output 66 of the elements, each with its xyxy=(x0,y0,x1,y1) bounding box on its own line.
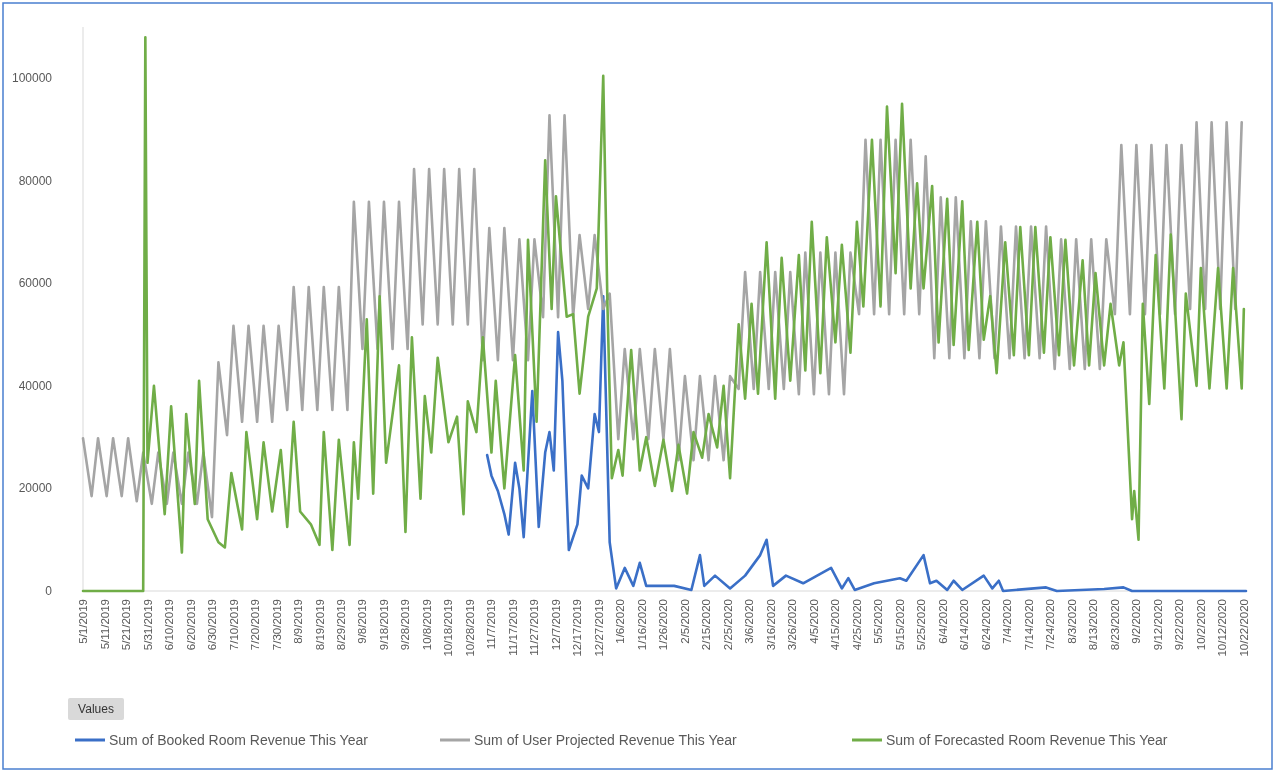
y-tick-label: 20000 xyxy=(18,481,53,496)
x-tick-label: 8/19/2019 xyxy=(313,599,326,651)
x-tick-label: 9/2/2020 xyxy=(1130,599,1143,644)
x-tick-label: 11/7/2019 xyxy=(485,599,498,650)
x-tick-label: 5/1/2019 xyxy=(77,599,90,644)
x-tick-label: 8/23/2020 xyxy=(1108,599,1121,651)
legend-label: Sum of Forecasted Room Revenue This Year xyxy=(886,731,1168,748)
x-tick-label: 9/18/2019 xyxy=(377,599,390,651)
x-tick-label: 12/17/2019 xyxy=(571,599,584,657)
x-tick-label: 8/13/2020 xyxy=(1087,599,1100,651)
x-tick-label: 12/27/2019 xyxy=(592,599,605,657)
x-tick-label: 5/21/2019 xyxy=(120,599,133,651)
x-tick-label: 8/29/2019 xyxy=(334,599,347,651)
x-tick-label: 2/5/2020 xyxy=(678,599,691,644)
x-tick-label: 7/24/2020 xyxy=(1044,599,1057,651)
x-tick-label: 6/30/2019 xyxy=(206,599,219,651)
legend-label: Sum of User Projected Revenue This Year xyxy=(474,731,738,748)
x-tick-label: 4/5/2020 xyxy=(807,599,820,644)
y-tick-label: 60000 xyxy=(18,276,53,291)
x-tick-label: 2/25/2020 xyxy=(721,599,734,651)
x-tick-label: 1/26/2020 xyxy=(657,599,670,651)
y-tick-label: 0 xyxy=(45,584,53,598)
y-tick-label: 40000 xyxy=(18,378,53,393)
x-tick-label: 9/8/2019 xyxy=(356,599,369,644)
x-tick-label: 2/15/2020 xyxy=(700,599,713,651)
x-tick-label: 9/12/2020 xyxy=(1151,599,1164,651)
x-tick-label: 7/20/2019 xyxy=(249,599,261,651)
x-tick-label: 7/10/2019 xyxy=(227,599,240,651)
x-tick-label: 10/18/2019 xyxy=(442,599,455,657)
legend-title: Values xyxy=(78,702,114,717)
x-tick-label: 7/4/2020 xyxy=(1001,599,1014,644)
x-tick-label: 9/22/2020 xyxy=(1173,599,1186,651)
x-tick-label: 7/14/2020 xyxy=(1022,599,1035,651)
line-series xyxy=(485,294,1248,593)
x-tick-label: 11/27/2019 xyxy=(528,599,541,656)
x-tick-label: 6/14/2020 xyxy=(958,599,971,651)
x-tick-label: 5/11/2019 xyxy=(98,599,111,650)
x-tick-label: 5/31/2019 xyxy=(141,599,154,651)
x-tick-label: 3/26/2020 xyxy=(786,599,799,651)
x-tick-label: 1/6/2020 xyxy=(614,599,627,644)
x-tick-label: 6/10/2019 xyxy=(163,599,176,651)
x-tick-label: 4/15/2020 xyxy=(829,599,842,651)
x-tick-label: 10/12/2020 xyxy=(1216,599,1229,657)
x-tick-label: 5/15/2020 xyxy=(893,599,906,651)
x-tick-label: 10/8/2019 xyxy=(420,599,433,651)
x-tick-label: 3/6/2020 xyxy=(743,599,756,644)
x-tick-label: 8/9/2019 xyxy=(292,599,304,644)
x-tick-label: 5/25/2020 xyxy=(915,599,928,651)
y-tick-label: 80000 xyxy=(18,173,53,188)
x-tick-label: 5/5/2020 xyxy=(872,599,885,644)
x-tick-label: 6/24/2020 xyxy=(979,599,992,651)
legend-label: Sum of Booked Room Revenue This Year xyxy=(109,731,369,748)
x-tick-label: 6/4/2020 xyxy=(936,599,949,644)
x-tick-label: 1/16/2020 xyxy=(635,599,648,651)
x-tick-label: 6/20/2019 xyxy=(184,599,197,651)
x-tick-label: 10/22/2020 xyxy=(1237,599,1250,657)
x-tick-label: 11/17/2019 xyxy=(506,599,519,656)
x-tick-label: 12/7/2019 xyxy=(549,599,562,651)
y-tick-label: 100000 xyxy=(11,71,53,86)
x-tick-label: 9/28/2019 xyxy=(399,599,412,651)
x-tick-label: 4/25/2020 xyxy=(850,599,863,651)
x-tick-label: 10/2/2020 xyxy=(1194,599,1207,651)
x-tick-label: 8/3/2020 xyxy=(1065,599,1078,644)
x-tick-label: 7/30/2019 xyxy=(270,599,283,651)
x-tick-label: 10/28/2019 xyxy=(463,599,476,657)
x-tick-label: 3/16/2020 xyxy=(764,599,777,651)
